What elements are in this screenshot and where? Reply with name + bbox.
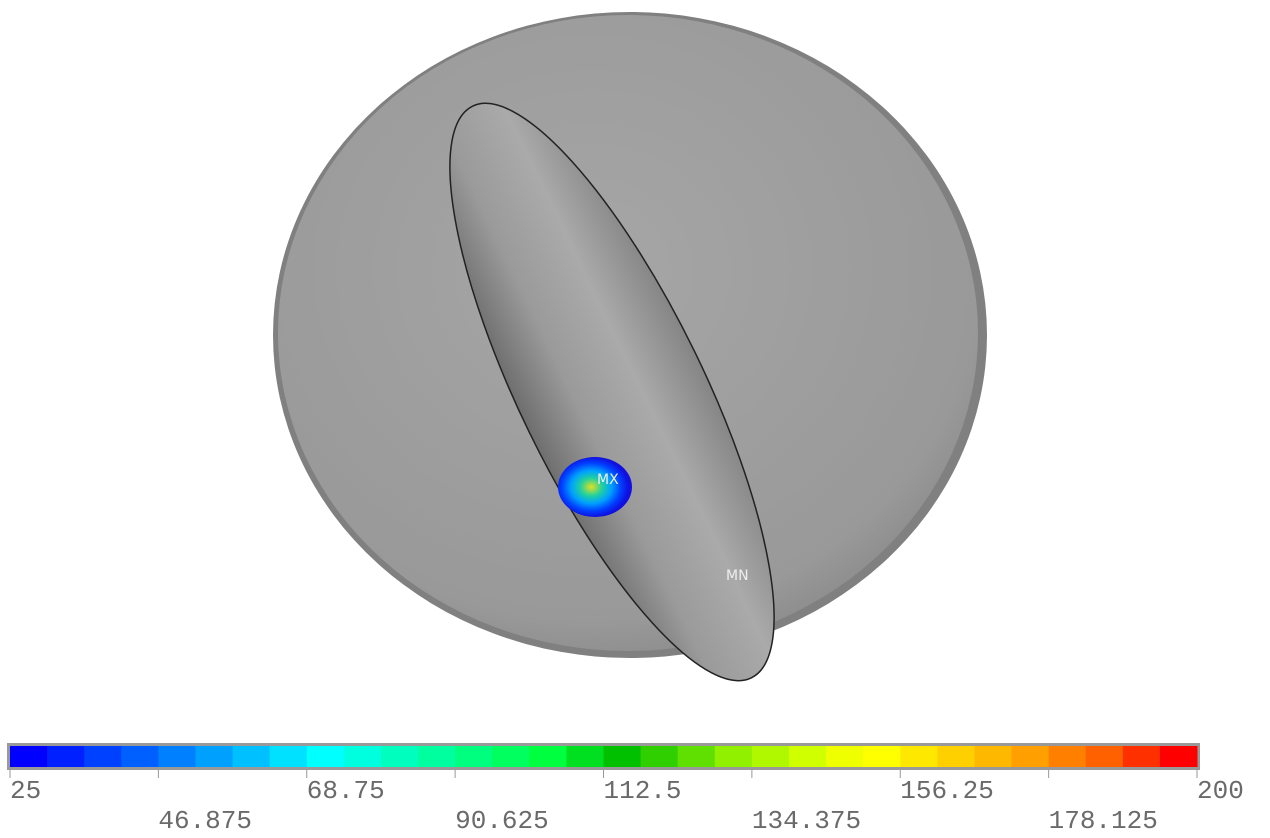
color-step	[789, 746, 827, 767]
color-step	[158, 746, 196, 767]
tick-label: 112.5	[604, 776, 682, 806]
tick-label: 68.75	[307, 776, 385, 806]
color-step	[307, 746, 345, 767]
color-step	[344, 746, 382, 767]
color-bar	[10, 746, 1198, 767]
color-step	[381, 746, 419, 767]
color-step	[121, 746, 159, 767]
color-step	[270, 746, 308, 767]
tick-label: 134.375	[752, 806, 861, 836]
color-step	[529, 746, 567, 767]
color-step	[937, 746, 975, 767]
color-step	[678, 746, 716, 767]
color-step	[492, 746, 530, 767]
color-step	[1123, 746, 1161, 767]
color-step	[1012, 746, 1050, 767]
color-step	[10, 746, 48, 767]
viewport: MX MN 25 46.875 68.75 90.625 112.5 134.375 156…	[0, 0, 1270, 838]
color-step	[566, 746, 604, 767]
color-step	[900, 746, 938, 767]
color-step	[1049, 746, 1087, 767]
color-step	[233, 746, 271, 767]
max-label: MX	[597, 472, 619, 488]
color-step	[418, 746, 456, 767]
tick-label: 200	[1197, 776, 1244, 806]
color-step	[863, 746, 901, 767]
tick-label: 46.875	[158, 806, 252, 836]
color-step	[455, 746, 493, 767]
legend-ticks: 25 46.875 68.75 90.625 112.5 134.375 156.25 178…	[10, 770, 1244, 836]
color-step	[826, 746, 864, 767]
color-step	[195, 746, 233, 767]
color-step	[752, 746, 790, 767]
color-step	[84, 746, 122, 767]
tick-label: 156.25	[900, 776, 994, 806]
color-step	[1086, 746, 1124, 767]
color-step	[604, 746, 642, 767]
min-label: MN	[726, 568, 749, 584]
color-step	[47, 746, 85, 767]
color-step	[1160, 746, 1198, 767]
color-step	[715, 746, 753, 767]
color-step	[641, 746, 679, 767]
tick-label: 178.125	[1049, 806, 1158, 836]
color-step	[974, 746, 1012, 767]
hot-spot	[558, 457, 632, 517]
tick-label: 25	[10, 776, 41, 806]
tick-label: 90.625	[455, 806, 549, 836]
